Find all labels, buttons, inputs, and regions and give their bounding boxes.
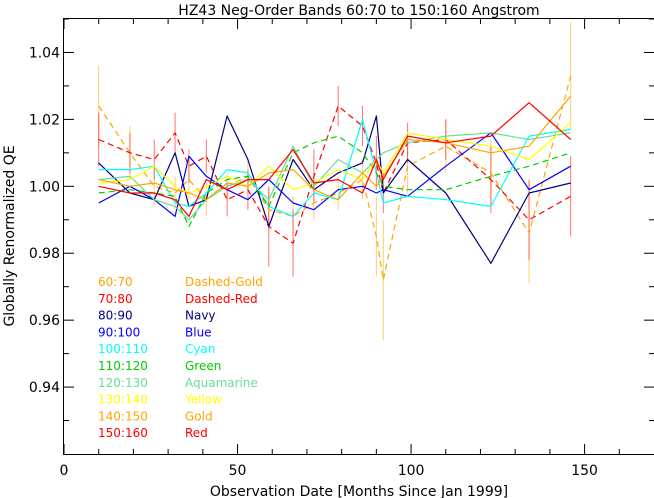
series-line — [98, 102, 572, 217]
legend-name: Yellow — [184, 393, 222, 407]
legend-range: 140:150 — [98, 409, 148, 423]
legend-name: Navy — [185, 309, 216, 323]
series-line — [98, 118, 571, 217]
y-tick-label: 1.00 — [29, 179, 60, 195]
legend-name: Cyan — [185, 342, 215, 356]
legend-range: 110:120 — [98, 359, 148, 373]
legend-name: Dashed-Red — [185, 292, 258, 306]
legend-name: Red — [185, 426, 208, 440]
legend: 60:70 Dashed-Gold 70:80 Dashed-Red 80:90 Navy… — [98, 275, 263, 440]
series-line — [98, 135, 571, 228]
legend-name: Green — [185, 359, 221, 373]
legend-name: Aquamarine — [185, 376, 258, 390]
series-line — [98, 132, 571, 217]
plot-frame — [63, 18, 654, 455]
legend-range: 60:70 — [98, 275, 133, 289]
chart-title: HZ43 Neg-Order Bands 60:70 to 150:160 An… — [178, 3, 539, 19]
legend-name: Blue — [185, 325, 212, 339]
x-tick-label: 100 — [398, 463, 425, 479]
y-tick-label: 0.94 — [29, 380, 60, 396]
series-lines — [98, 75, 572, 281]
x-tick-label: 0 — [60, 463, 69, 479]
x-tick-label: 150 — [571, 463, 598, 479]
y-axis-label: Globally Renormalized QE — [2, 145, 18, 326]
y-tick-label: 0.98 — [29, 246, 60, 262]
legend-name: Gold — [185, 409, 213, 423]
series-line — [98, 115, 571, 264]
legend-range: 70:80 — [98, 292, 133, 306]
series-line — [98, 122, 572, 194]
y-tick-label: 0.96 — [29, 313, 60, 329]
y-axis-ticks: 0.94 0.96 0.98 1.00 1.02 1.04 — [29, 18, 654, 422]
legend-range: 130:140 — [98, 393, 148, 407]
legend-range: 120:130 — [98, 376, 148, 390]
legend-range: 150:160 — [98, 426, 148, 440]
x-axis-label: Observation Date [Months Since Jan 1999] — [210, 484, 508, 498]
y-tick-label: 1.02 — [29, 112, 60, 128]
legend-range: 100:110 — [98, 342, 148, 356]
y-tick-label: 1.04 — [29, 45, 60, 61]
x-tick-label: 50 — [229, 463, 247, 479]
legend-range: 80:90 — [98, 309, 133, 323]
legend-name: Dashed-Gold — [185, 275, 263, 289]
x-axis-ticks: 0 50 100 150 — [60, 19, 620, 479]
legend-range: 90:100 — [98, 325, 140, 339]
